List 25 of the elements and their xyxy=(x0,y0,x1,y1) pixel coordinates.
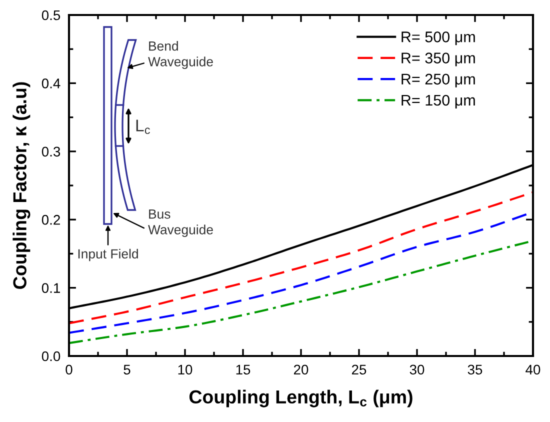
legend-label: R= 150 μm xyxy=(402,94,475,108)
x-tick-label: 25 xyxy=(352,364,366,375)
y-tick-label: 0.0 xyxy=(42,351,60,362)
annotation: Bus Waveguide xyxy=(148,210,213,237)
y-tick-label: 0.4 xyxy=(42,78,60,88)
y-tick-label: 0.3 xyxy=(42,146,60,157)
y-tick-label: 0.2 xyxy=(42,214,60,225)
y-tick-label: 0.1 xyxy=(42,283,60,293)
y-axis-title: Coupling Factor, κ (a.u) xyxy=(12,82,30,289)
x-tick-label: 0 xyxy=(66,364,72,375)
legend-label: R= 250 μm xyxy=(402,74,475,88)
x-tick-label: 20 xyxy=(294,364,308,375)
x-tick-label: 30 xyxy=(410,364,424,375)
x-axis-title: Coupling Length, L$_{c}$ (μm) xyxy=(189,390,412,408)
annotation: Input Field xyxy=(78,248,138,262)
x-tick-label: 5 xyxy=(124,364,130,375)
x-tick-label: 15 xyxy=(236,364,250,375)
x-tick-label: 40 xyxy=(526,364,540,375)
legend-label: R= 500 μm xyxy=(402,32,475,46)
y-tick-label: 0.5 xyxy=(42,10,60,20)
x-tick-label: 35 xyxy=(468,364,482,375)
legend-label: R= 350 μm xyxy=(402,52,475,66)
annotation: L$_{c}$ xyxy=(136,120,150,134)
annotation: Bend Waveguide xyxy=(148,41,213,69)
x-tick-label: 10 xyxy=(178,364,192,375)
